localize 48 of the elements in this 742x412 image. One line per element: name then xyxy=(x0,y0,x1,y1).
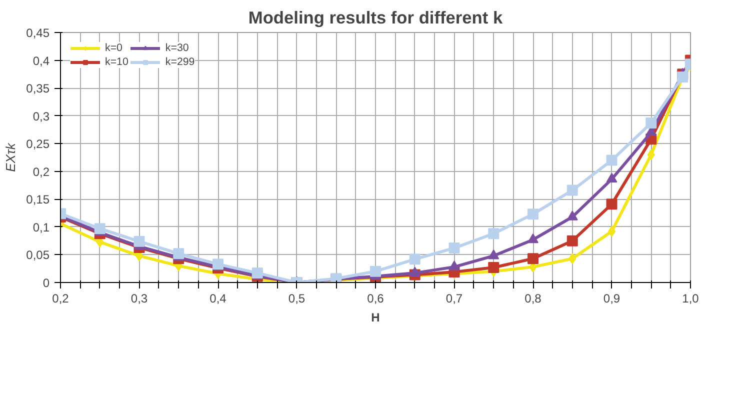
legend-label: k=299 xyxy=(165,56,195,68)
y-tick-label: 0,3 xyxy=(32,109,50,124)
y-tick-label: 0,35 xyxy=(26,82,50,96)
point xyxy=(606,154,618,166)
point xyxy=(608,226,616,237)
y-axis-title: EXτk xyxy=(3,142,18,172)
point xyxy=(448,242,460,254)
x-tick-label: 0,4 xyxy=(210,292,227,306)
point xyxy=(370,266,381,277)
point xyxy=(566,210,578,220)
point xyxy=(94,223,106,234)
point xyxy=(528,253,538,264)
point xyxy=(566,235,578,246)
x-tick-label: 0,8 xyxy=(524,292,542,306)
legend-label: k=10 xyxy=(105,56,128,68)
point xyxy=(606,198,618,210)
x-axis-title: H xyxy=(371,310,380,324)
x-tick-label: 0,6 xyxy=(367,292,384,306)
point xyxy=(528,233,538,244)
legend-label: k=0 xyxy=(105,42,124,54)
point xyxy=(134,236,145,247)
x-tick-label: 0,3 xyxy=(130,292,148,306)
x-tick-label: 0,5 xyxy=(288,292,306,306)
legend-label: k=30 xyxy=(165,42,189,54)
point xyxy=(606,172,618,183)
point xyxy=(488,262,500,273)
point xyxy=(528,208,538,220)
point xyxy=(488,228,500,240)
point xyxy=(566,184,578,196)
y-tick-label: 0,45 xyxy=(26,26,50,40)
x-tick-label: 0,9 xyxy=(603,292,620,306)
y-tick-label: 0,1 xyxy=(32,220,50,234)
y-tick-label: 0,4 xyxy=(32,54,50,68)
y-tick-label: 0,25 xyxy=(26,137,50,152)
y-tick-label: 0,2 xyxy=(32,164,50,179)
point xyxy=(173,248,184,260)
y-tick-label: 0,15 xyxy=(26,192,50,207)
y-tick-label: 0 xyxy=(42,276,50,290)
chart-title: Modeling results for different k xyxy=(248,8,503,28)
y-tick-label: 0,05 xyxy=(26,248,50,262)
point xyxy=(488,250,500,260)
point xyxy=(409,266,420,276)
point xyxy=(409,254,420,265)
x-tick-label: 0,2 xyxy=(52,292,70,306)
point xyxy=(448,260,460,270)
x-tick-label: 1,0 xyxy=(682,292,700,306)
x-tick-label: 0,7 xyxy=(446,292,463,306)
point xyxy=(646,118,657,129)
